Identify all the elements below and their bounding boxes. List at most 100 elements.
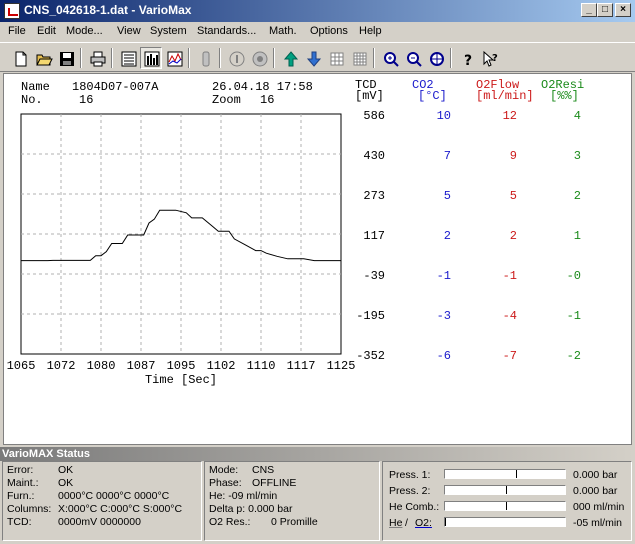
toolbar: ? ? — [0, 42, 635, 72]
arrow-down-icon[interactable] — [302, 47, 324, 69]
minimize-button[interactable]: _ — [581, 3, 597, 17]
zoom-in-icon[interactable] — [379, 47, 401, 69]
col-co2-unit: [°C] — [418, 89, 447, 103]
no-value: 16 — [79, 93, 94, 107]
name-value: 1804D07-007A — [72, 80, 159, 94]
o2-res-value: 0 Promille — [271, 516, 318, 528]
press2-mark — [506, 486, 507, 494]
he-flow: He: -09 ml/min — [209, 490, 278, 502]
status-title: VarioMAX Status — [0, 447, 635, 461]
chart-area: 1065 1072 1080 1087 1095 1102 1110 1117 1125 Time… — [7, 113, 355, 387]
value-cell: 4 — [573, 109, 581, 123]
value-cell: -195 — [356, 309, 385, 323]
x-tick-label: 1102 — [207, 359, 236, 373]
zoom-value: 16 — [260, 93, 275, 107]
x-tick-label: 1072 — [47, 359, 76, 373]
tcd-label: TCD: — [7, 516, 32, 528]
value-cell: 117 — [363, 229, 385, 243]
menu-help[interactable]: Help — [359, 25, 382, 37]
col-o2resi-unit: [%%] — [550, 89, 579, 103]
value-cell: -4 — [502, 309, 517, 323]
zoom-out-icon[interactable] — [402, 47, 424, 69]
he-o2-value: -05 ml/min — [573, 517, 623, 529]
press2-label: Press. 2: — [389, 485, 431, 497]
value-cell: 2 — [443, 229, 451, 243]
col-tcd-unit: [mV] — [355, 89, 384, 103]
x-axis-label: Time [Sec] — [145, 373, 217, 387]
he-comb-mark — [506, 502, 507, 510]
maximize-button[interactable]: □ — [597, 3, 613, 17]
he-comb-value: 000 ml/min — [573, 501, 625, 513]
he-label: He — [389, 517, 403, 529]
value-cell: 9 — [509, 149, 517, 163]
press1-label: Press. 1: — [389, 469, 431, 481]
value-cell: 10 — [436, 109, 451, 123]
value-cell: -0 — [566, 269, 581, 283]
close-button[interactable]: × — [615, 3, 631, 17]
no-label: No. — [21, 93, 43, 107]
value-cell: 7 — [443, 149, 451, 163]
value-cell: 430 — [363, 149, 385, 163]
tube-icon[interactable] — [194, 47, 216, 69]
value-cell: 3 — [573, 149, 581, 163]
svg-text:?: ? — [492, 53, 498, 64]
menu-file[interactable]: File — [8, 25, 26, 37]
value-cell: -1 — [566, 309, 581, 323]
col-o2flow-unit: [ml/min] — [476, 89, 534, 103]
menu-edit[interactable]: Edit — [37, 25, 56, 37]
grid-small-icon[interactable] — [325, 47, 347, 69]
menu-standards[interactable]: Standards... — [197, 25, 257, 37]
furn-label: Furn.: — [7, 490, 35, 502]
he-o2-mark — [445, 518, 446, 526]
zoom-label: Zoom — [212, 93, 241, 107]
value-cell: 1 — [573, 229, 581, 243]
x-tick-label: 1095 — [167, 359, 196, 373]
value-cell: -1 — [436, 269, 451, 283]
press2-gauge — [444, 485, 566, 495]
value-cell: -2 — [566, 349, 581, 363]
info-circle-icon[interactable] — [225, 47, 247, 69]
value-cell: -1 — [502, 269, 517, 283]
value-cell: 2 — [509, 229, 517, 243]
x-tick-label: 1087 — [127, 359, 156, 373]
menu-mode[interactable]: Mode... — [66, 25, 103, 37]
x-tick-label: 1117 — [287, 359, 316, 373]
arrow-up-icon[interactable] — [279, 47, 301, 69]
new-file-icon[interactable] — [9, 47, 31, 69]
press1-gauge — [444, 469, 566, 479]
menu-math[interactable]: Math. — [269, 25, 297, 37]
chart-view-icon[interactable] — [140, 47, 162, 69]
value-cell: 586 — [363, 109, 385, 123]
phase-value: OFFLINE — [252, 477, 297, 489]
grid-large-icon[interactable] — [348, 47, 370, 69]
open-folder-icon[interactable] — [32, 47, 54, 69]
window-title: CNS_042618-1.dat - VarioMax — [24, 3, 192, 17]
x-tick-label: 1080 — [87, 359, 116, 373]
value-cell: 2 — [573, 189, 581, 203]
he-o2-gauge — [444, 517, 566, 527]
print-icon[interactable] — [86, 47, 108, 69]
zoom-fit-icon[interactable] — [425, 47, 447, 69]
menu-options[interactable]: Options — [310, 25, 348, 37]
save-icon[interactable] — [55, 47, 77, 69]
table-view-icon[interactable] — [117, 47, 139, 69]
tcd-series-line — [21, 209, 341, 262]
menu-view[interactable]: View — [117, 25, 141, 37]
status-general: Error: OK Maint.: OK Furn.: 0000°C 0000°… — [2, 461, 202, 541]
col-co2-title: CO2 — [412, 78, 434, 92]
tcd-value: 0000mV 0000000 — [58, 516, 141, 528]
value-cell: -7 — [502, 349, 517, 363]
phase-label: Phase: — [209, 477, 242, 489]
multi-chart-icon[interactable] — [163, 47, 185, 69]
he-o2-separator: / — [405, 517, 408, 529]
context-help-icon[interactable]: ? — [479, 47, 501, 69]
delta-p: Delta p: 0.000 bar — [209, 503, 293, 515]
furn-value: 0000°C 0000°C 0000°C — [58, 490, 170, 502]
menu-system[interactable]: System — [150, 25, 187, 37]
title-bar: CNS_042618-1.dat - VarioMax _ □ × — [0, 0, 635, 22]
value-cell: 5 — [509, 189, 517, 203]
gauge-icon[interactable] — [248, 47, 270, 69]
help-icon[interactable]: ? — [456, 47, 478, 69]
app-icon[interactable] — [4, 3, 20, 19]
o2-res-label: O2 Res.: — [209, 516, 251, 528]
